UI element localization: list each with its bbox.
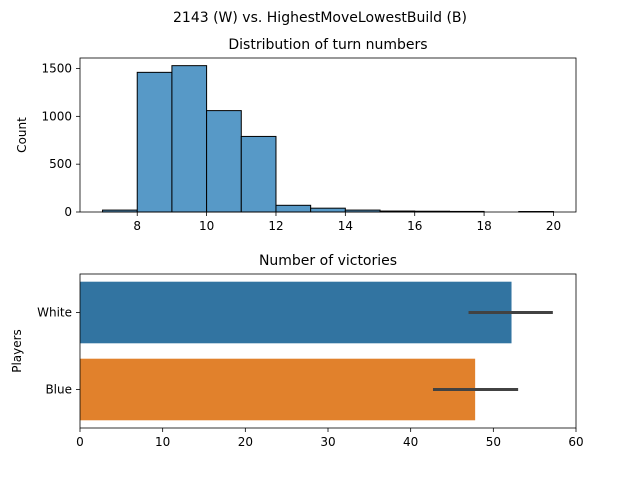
histogram-x-tick-label: 14 [338,219,353,233]
victories-x-tick-label: 20 [238,435,253,449]
histogram-y-tick-label: 1500 [41,62,72,76]
victories-x-tick-label: 40 [403,435,418,449]
histogram-x-axis: 8 10 12 14 16 18 20 [133,212,561,233]
victories-y-axis: White Blue [37,306,80,397]
histogram-bar [276,205,311,212]
victories-chart: Number of victories 0 10 20 30 40 50 60 White B… [10,253,584,449]
histogram-x-tick-label: 12 [268,219,283,233]
histogram-y-tick-label: 500 [49,157,72,171]
victories-x-tick-label: 10 [155,435,170,449]
victories-x-axis: 0 10 20 30 40 50 60 [76,428,583,449]
histogram-x-tick-label: 18 [476,219,491,233]
victories-bar [80,282,512,344]
histogram-chart: Distribution of turn numbers 8 10 12 14 16 18… [15,37,576,233]
histogram-y-label: Count [15,117,29,153]
histogram-x-tick-label: 8 [133,219,141,233]
histogram-y-tick-label: 0 [64,205,72,219]
histogram-bar [172,66,207,212]
histogram-title: Distribution of turn numbers [228,37,427,53]
histogram-x-tick-label: 20 [546,219,561,233]
histogram-x-tick-label: 16 [407,219,422,233]
histogram-bar [311,208,346,212]
victories-category-label: Blue [45,383,72,397]
victories-x-tick-label: 0 [76,435,84,449]
victories-category-label: White [37,306,72,320]
victories-x-tick-label: 30 [320,435,335,449]
victories-title: Number of victories [259,253,397,269]
victories-x-tick-label: 60 [568,435,583,449]
histogram-y-tick-label: 1000 [41,109,72,123]
histogram-x-tick-label: 10 [199,219,214,233]
histogram-bars [103,66,554,212]
histogram-bar [241,136,276,212]
histogram-y-axis: 0 500 1000 1500 [41,62,80,219]
victories-x-tick-label: 50 [486,435,501,449]
histogram-bar [137,72,172,212]
figure-title: 2143 (W) vs. HighestMoveLowestBuild (B) [173,10,467,26]
histogram-bar [207,111,242,212]
victories-y-label: Players [10,329,24,373]
victories-bars [80,282,512,421]
victories-bar [80,359,475,421]
